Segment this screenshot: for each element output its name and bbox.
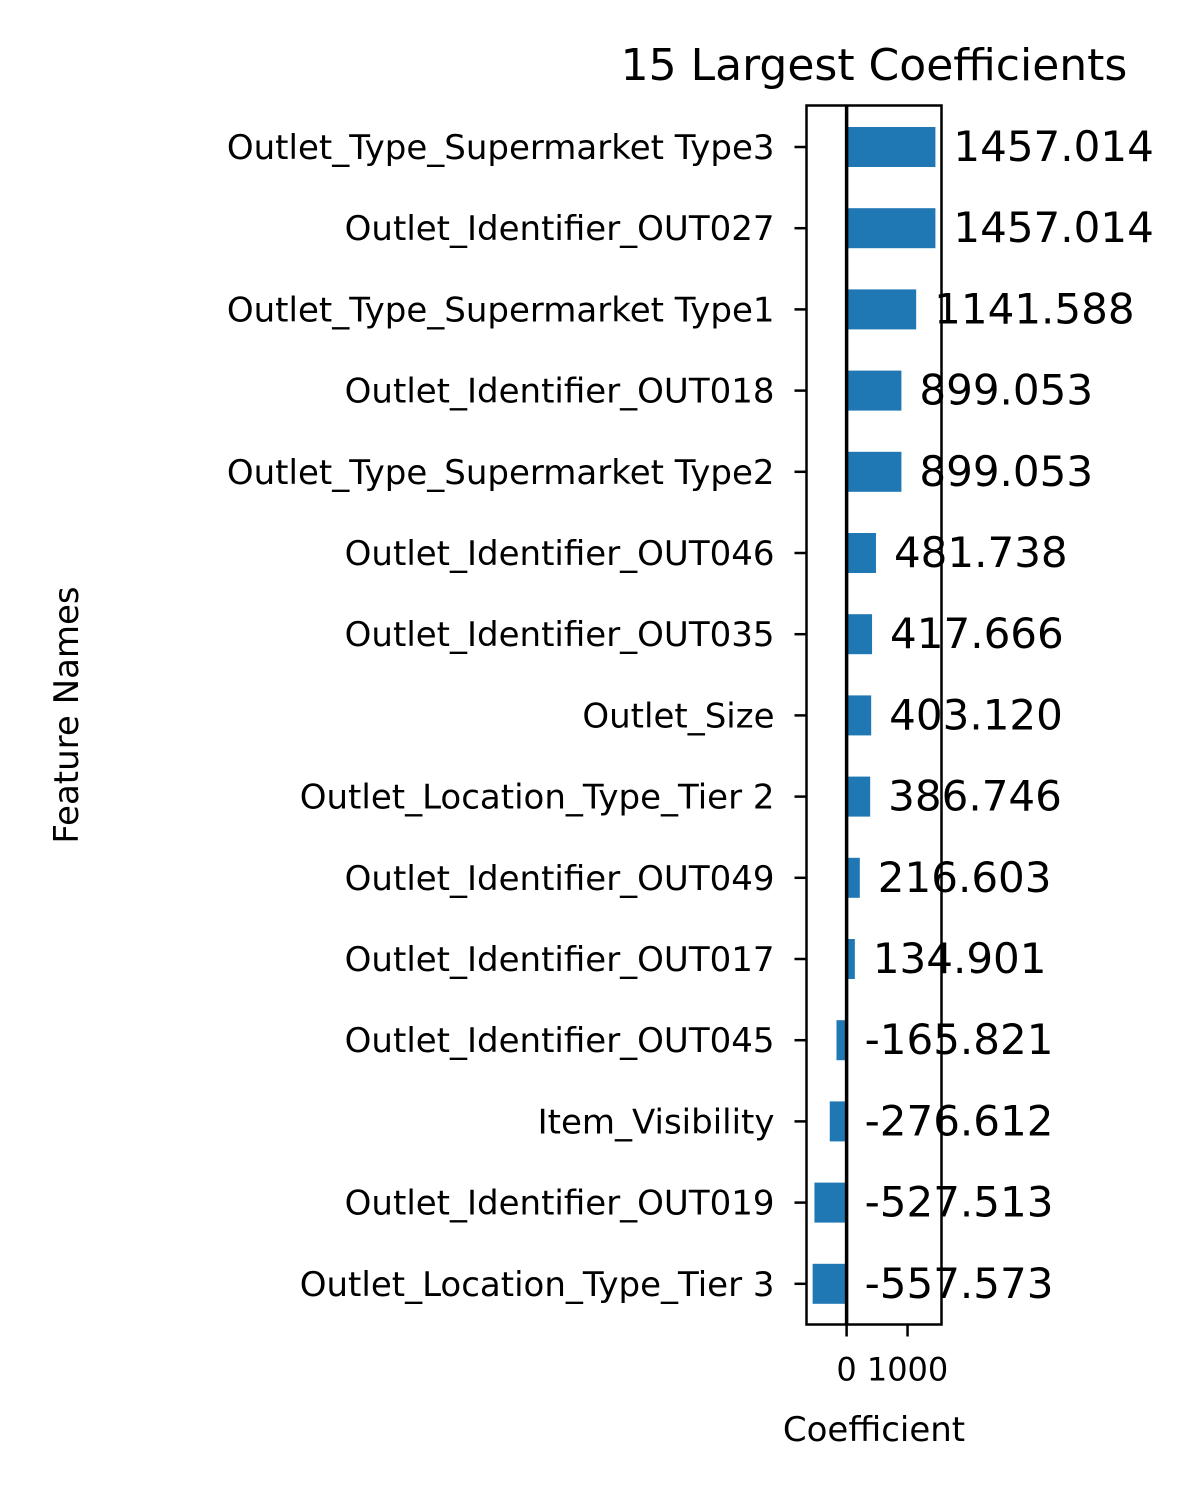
bar <box>846 289 917 330</box>
bar <box>846 533 876 573</box>
bar <box>846 939 855 979</box>
x-tick-label: 0 <box>836 1351 856 1389</box>
bar <box>846 208 936 249</box>
bar-value-label: -557.573 <box>865 1259 1054 1308</box>
y-tick-label: Outlet_Identifier_OUT049 <box>345 859 775 899</box>
y-tick-label: Outlet_Identifier_OUT017 <box>345 940 775 980</box>
y-tick-label: Outlet_Location_Type_Tier 2 <box>300 778 775 818</box>
y-tick-label: Outlet_Identifier_OUT035 <box>345 615 775 655</box>
bar-value-label: 216.603 <box>878 853 1052 902</box>
chart-title: 15 Largest Coefficients <box>621 40 1128 91</box>
bar-value-label: 899.053 <box>919 366 1093 415</box>
bar-value-label: 417.666 <box>890 609 1064 658</box>
y-axis-label: Feature Names <box>47 586 87 843</box>
bar <box>846 857 860 898</box>
y-tick-label: Outlet_Type_Supermarket Type1 <box>227 290 775 330</box>
bar <box>846 370 902 411</box>
bar-value-label: 1457.014 <box>953 203 1153 252</box>
y-tick-label: Outlet_Size <box>582 696 774 736</box>
bar-value-label: -165.821 <box>865 1015 1054 1064</box>
bar-value-label: 403.120 <box>889 690 1063 739</box>
x-tick-label: 1000 <box>867 1351 948 1389</box>
bar-value-label: 899.053 <box>919 447 1093 496</box>
bar-value-label: 481.738 <box>894 528 1068 577</box>
bar <box>846 695 872 736</box>
y-tick-label: Outlet_Identifier_OUT027 <box>345 209 775 249</box>
bar <box>846 127 936 167</box>
y-tick-label: Outlet_Location_Type_Tier 3 <box>300 1265 775 1305</box>
plot-frame <box>805 104 943 1326</box>
bar-value-label: 1141.588 <box>934 284 1134 333</box>
bar <box>812 1263 847 1304</box>
axis-ticks: Outlet_Type_Supermarket Type3 Outlet_Iden… <box>227 128 948 1389</box>
bar-value-label: -276.612 <box>865 1096 1054 1145</box>
x-axis-label: Coefficient <box>783 1410 965 1450</box>
y-tick-label: Outlet_Identifier_OUT046 <box>345 534 775 574</box>
bar <box>846 776 871 817</box>
y-tick-label: Outlet_Identifier_OUT019 <box>345 1184 775 1224</box>
bar <box>829 1101 847 1142</box>
bar-value-label: -527.513 <box>865 1178 1054 1227</box>
bar <box>846 451 902 492</box>
y-tick-label: Outlet_Type_Supermarket Type2 <box>227 453 775 493</box>
bar <box>836 1020 847 1061</box>
y-tick-label: Outlet_Identifier_OUT018 <box>345 372 775 412</box>
bar-value-labels: 1457.014 1457.014 1141.588 899.053 899.053 48… <box>865 122 1154 1308</box>
y-tick-label: Outlet_Identifier_OUT045 <box>345 1021 775 1061</box>
y-tick-label: Item_Visibility <box>538 1102 775 1142</box>
bar <box>846 614 873 655</box>
bars-layer <box>812 127 936 1304</box>
y-tick-label: Outlet_Type_Supermarket Type3 <box>227 128 775 168</box>
bar <box>814 1182 847 1223</box>
bar-value-label: 386.746 <box>888 772 1062 821</box>
bar-value-label: 1457.014 <box>953 122 1153 171</box>
bar-value-label: 134.901 <box>873 934 1047 983</box>
